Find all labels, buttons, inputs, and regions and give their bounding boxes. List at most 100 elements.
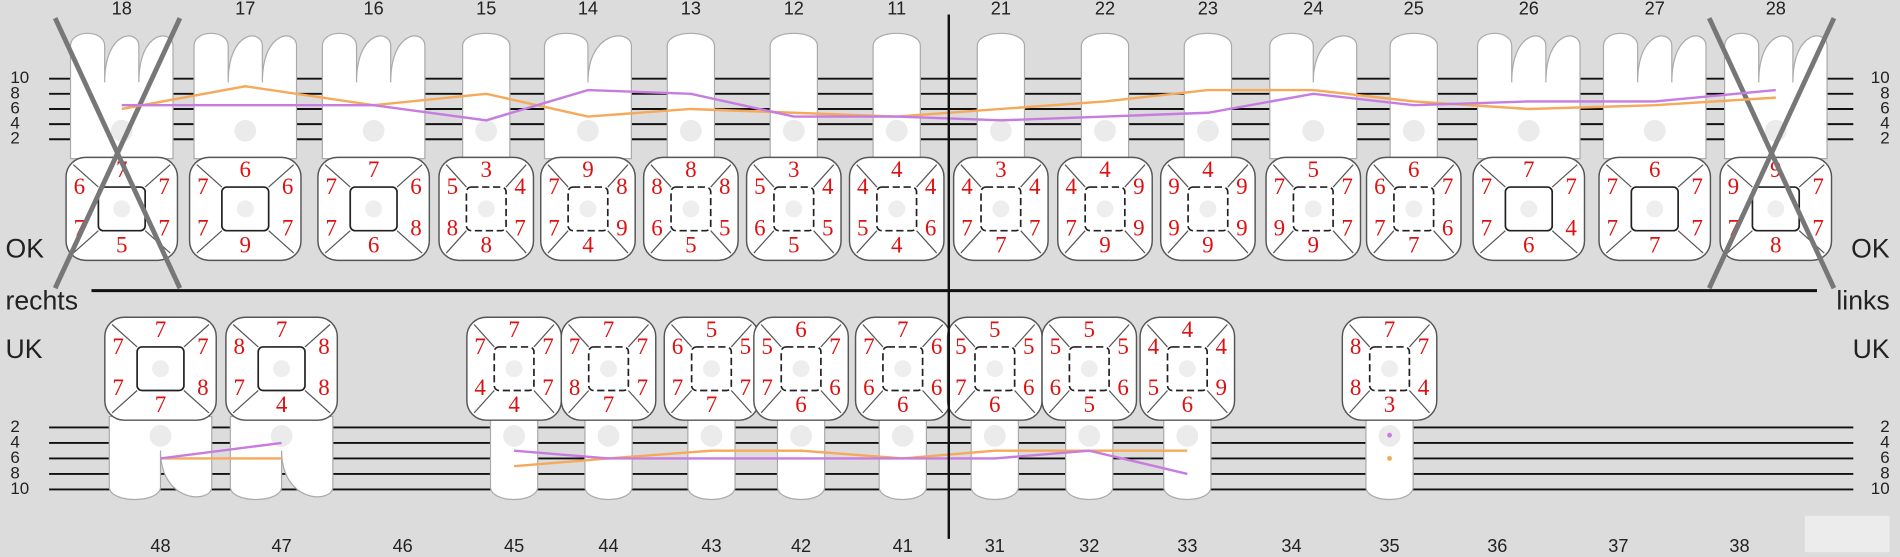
probe-value: 4 [822,174,834,199]
tooth-number: 44 [598,536,618,556]
probe-value: 7 [197,174,209,199]
probe-value: 7 [155,317,167,342]
tooth-number: 15 [476,0,496,18]
probe-value: 3 [995,157,1007,182]
probe-value: 7 [761,375,773,400]
probe-value: 8 [233,334,245,359]
probe-value: 7 [1029,215,1041,240]
box-diagonal [72,164,99,188]
pulp [986,360,1004,378]
probe-value: 8 [651,174,663,199]
box-diagonal [607,164,629,188]
probe-value: 9 [582,157,594,182]
probe-value: 3 [788,157,800,182]
measure-line [513,449,1188,476]
probe-value: 4 [1418,375,1430,400]
box-diagonal [753,230,775,254]
root-dot [1197,119,1219,142]
box-diagonal [304,390,331,414]
root-dot [149,425,172,447]
tooth-number: 31 [985,536,1005,556]
tooth-inner [257,346,306,392]
tooth-number: 42 [791,536,811,556]
box-diagonal [1014,390,1036,414]
probe-value: 5 [1023,334,1035,359]
probe-value: 7 [282,215,294,240]
probe-value: 4 [1065,174,1077,199]
box-diagonal [671,390,693,414]
box-diagonal [111,324,138,348]
pulp [792,360,810,378]
tooth-number: 47 [271,536,291,556]
probe-value: 7 [1442,174,1454,199]
probe-value: 6 [1374,174,1386,199]
root-dot [891,425,914,447]
pulp [682,200,700,218]
tooth-number: 35 [1379,536,1399,556]
probe-value: 7 [197,215,209,240]
side-label: links [1836,286,1889,316]
box-diagonal [396,230,423,254]
tooth-number: 18 [112,0,132,18]
scale-label: 8 [10,463,19,482]
tooth-root [1080,32,1130,160]
box-diagonal [568,324,590,348]
box-diagonal [196,230,223,254]
probe-value: 6 [368,232,380,257]
tooth-inner [221,186,270,232]
probe-value: 7 [740,375,752,400]
tooth-root [1183,32,1233,160]
probe-value: 4 [961,174,973,199]
scale-label: 6 [10,98,19,117]
tooth-number: 27 [1645,0,1665,18]
probe-value: 5 [754,174,766,199]
box-diagonal [1479,230,1506,254]
probe-value: 7 [1481,215,1493,240]
probe-value: 7 [1691,215,1703,240]
box-diagonal [1020,164,1042,188]
side-label: OK [1851,234,1890,264]
box-diagonal [144,164,171,188]
tooth-inner [876,186,918,232]
probe-value: 8 [318,334,330,359]
probe-value: 6 [1023,375,1035,400]
box-diagonal [627,390,649,414]
box-diagonal [1206,324,1228,348]
probe-value: 7 [548,174,560,199]
probe-value: 5 [857,215,869,240]
tooth-number: 12 [784,0,804,18]
probe-value: 6 [282,174,294,199]
box-diagonal [1677,164,1704,188]
scale-label: 6 [1880,98,1889,117]
tooth-inner [136,346,185,392]
tooth-number: 26 [1519,0,1539,18]
box-diagonal [72,230,99,254]
side-label: OK [6,234,45,264]
probe-value: 9 [1236,215,1248,240]
probe-value: 5 [1308,157,1320,182]
probe-value: 7 [863,334,875,359]
root-dot [1078,425,1101,447]
probe-value: 7 [1481,174,1493,199]
pulp [152,360,169,378]
pulp [702,360,720,378]
probe-value: 8 [410,215,422,240]
probe-value: 5 [788,232,800,257]
box-diagonal [710,164,732,188]
probe-value: 4 [1202,157,1214,182]
probe-value: 9 [1168,174,1180,199]
pulp [113,200,131,218]
tooth-number: 38 [1729,536,1749,556]
cross-mark [52,17,183,290]
probe-value: 7 [474,334,486,359]
probe-value: 7 [325,215,337,240]
probe-value: 7 [1728,215,1740,240]
box-diagonal [1433,164,1455,188]
probe-value: 6 [1408,157,1420,182]
tooth-inner [1187,186,1229,232]
box-diagonal [505,164,527,188]
probe-value: 7 [325,174,337,199]
box-diagonal [533,390,555,414]
tooth-root [1723,32,1828,160]
probe-value: 6 [1182,392,1194,417]
